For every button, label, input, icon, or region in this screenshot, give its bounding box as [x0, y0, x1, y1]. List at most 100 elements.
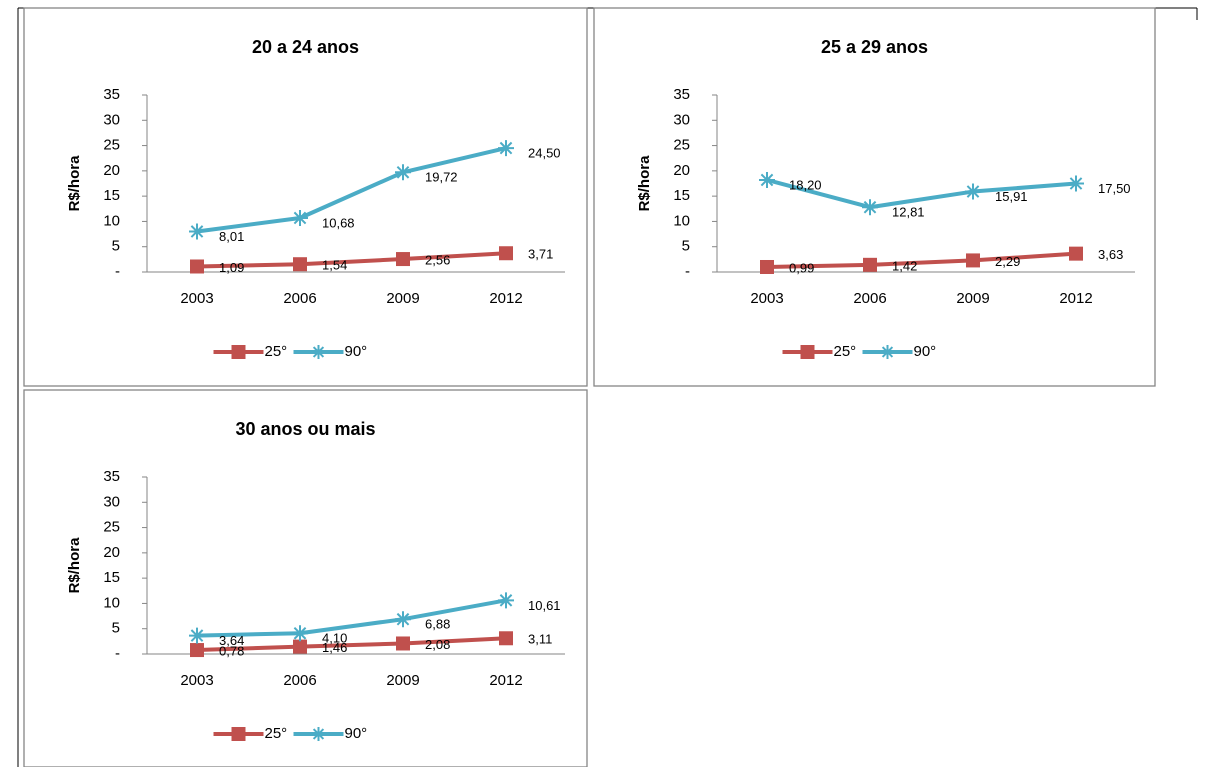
data-label: 0,99 — [789, 260, 814, 275]
marker — [1069, 246, 1083, 261]
data-label: 2,56 — [425, 252, 450, 267]
data-label: 1,09 — [219, 260, 244, 275]
marker — [965, 183, 981, 200]
marker — [293, 639, 307, 654]
marker — [395, 611, 411, 628]
marker — [292, 625, 308, 642]
x-tick-label: 2003 — [180, 290, 213, 307]
y-tick-label: 15 — [673, 187, 690, 204]
legend-marker — [311, 727, 326, 741]
y-tick-label: - — [115, 645, 120, 662]
data-label: 3,71 — [528, 247, 553, 262]
marker — [396, 636, 410, 651]
series-line — [766, 178, 1077, 210]
y-tick-label: 20 — [103, 544, 120, 561]
marker — [498, 592, 514, 609]
y-tick-label: 10 — [673, 212, 690, 229]
marker — [966, 253, 980, 268]
marker — [759, 171, 775, 188]
x-tick-label: 2009 — [956, 290, 989, 307]
data-label: 8,01 — [219, 229, 244, 244]
marker — [498, 140, 514, 157]
y-tick-label: 25 — [103, 519, 120, 536]
y-tick-label: 30 — [103, 493, 120, 510]
x-tick-label: 2012 — [1059, 290, 1092, 307]
marker — [396, 252, 410, 267]
legend-marker — [231, 345, 246, 359]
data-label: 10,68 — [322, 215, 355, 230]
y-tick-label: 15 — [103, 187, 120, 204]
data-label: 1,42 — [892, 258, 917, 273]
legend-label: 25° — [834, 343, 857, 360]
chart-title: 25 a 29 anos — [821, 37, 928, 57]
data-label: 3,64 — [219, 633, 244, 648]
y-tick-label: 15 — [103, 569, 120, 586]
marker — [395, 164, 411, 181]
y-tick-label: 5 — [682, 238, 690, 255]
x-tick-label: 2009 — [386, 672, 419, 689]
data-label: 3,63 — [1098, 247, 1123, 262]
marker — [190, 643, 204, 658]
y-tick-label: 30 — [673, 111, 690, 128]
legend-label: 90° — [345, 343, 368, 360]
x-tick-label: 2006 — [283, 672, 316, 689]
y-tick-label: 5 — [112, 620, 120, 637]
x-tick-label: 2009 — [386, 290, 419, 307]
marker — [760, 259, 774, 274]
marker — [499, 631, 513, 646]
series-line — [196, 251, 507, 269]
marker — [863, 257, 877, 272]
data-label: 19,72 — [425, 170, 458, 185]
legend-label: 25° — [265, 343, 288, 360]
x-tick-label: 2003 — [750, 290, 783, 307]
y-tick-label: 5 — [112, 238, 120, 255]
y-tick-label: - — [685, 263, 690, 280]
marker — [862, 199, 878, 216]
y-tick-label: 25 — [673, 137, 690, 154]
legend-marker — [880, 345, 895, 359]
chart-frame — [593, 7, 1156, 387]
data-label: 18,20 — [789, 177, 822, 192]
data-label: 24,50 — [528, 146, 561, 161]
data-label: 4,10 — [322, 631, 347, 646]
data-label: 10,61 — [528, 598, 561, 613]
legend-label: 90° — [914, 343, 937, 360]
y-tick-label: 10 — [103, 594, 120, 611]
data-label: 2,29 — [995, 254, 1020, 269]
y-tick-label: 35 — [103, 86, 120, 103]
y-axis-label: R$/hora — [636, 155, 653, 212]
marker — [499, 246, 513, 261]
marker — [1068, 175, 1084, 192]
data-label: 1,54 — [322, 258, 347, 273]
legend-marker — [231, 727, 246, 741]
marker — [189, 223, 205, 240]
marker — [190, 259, 204, 274]
y-tick-label: 35 — [673, 86, 690, 103]
data-label: 1,46 — [322, 640, 347, 655]
chart-title: 30 anos ou mais — [235, 419, 375, 439]
series-line — [196, 146, 507, 234]
y-tick-label: 35 — [103, 468, 120, 485]
legend-label: 25° — [265, 725, 288, 742]
legend-marker — [311, 345, 326, 359]
chart: 20 a 24 anos R$/hora - 5 10 15 20 25 30 35 2003 200… — [23, 7, 588, 387]
y-tick-label: 20 — [103, 162, 120, 179]
data-label: 6,88 — [425, 617, 450, 632]
y-tick-label: 30 — [103, 111, 120, 128]
y-tick-label: 25 — [103, 137, 120, 154]
y-axis-label: R$/hora — [66, 537, 83, 594]
legend-marker — [800, 345, 815, 359]
chart: 25 a 29 anos R$/hora - 5 10 15 20 25 30 35 2003 200… — [593, 7, 1156, 387]
y-tick-label: 20 — [673, 162, 690, 179]
data-label: 17,50 — [1098, 181, 1131, 196]
x-tick-label: 2006 — [283, 290, 316, 307]
legend-label: 90° — [345, 725, 368, 742]
x-tick-label: 2003 — [180, 672, 213, 689]
x-tick-label: 2012 — [489, 290, 522, 307]
data-label: 2,08 — [425, 637, 450, 652]
data-label: 12,81 — [892, 205, 925, 220]
chart-frame — [23, 7, 588, 387]
chart: 30 anos ou mais R$/hora - 5 10 15 20 25 30 35 2003… — [23, 389, 588, 767]
y-axis-label: R$/hora — [66, 155, 83, 212]
